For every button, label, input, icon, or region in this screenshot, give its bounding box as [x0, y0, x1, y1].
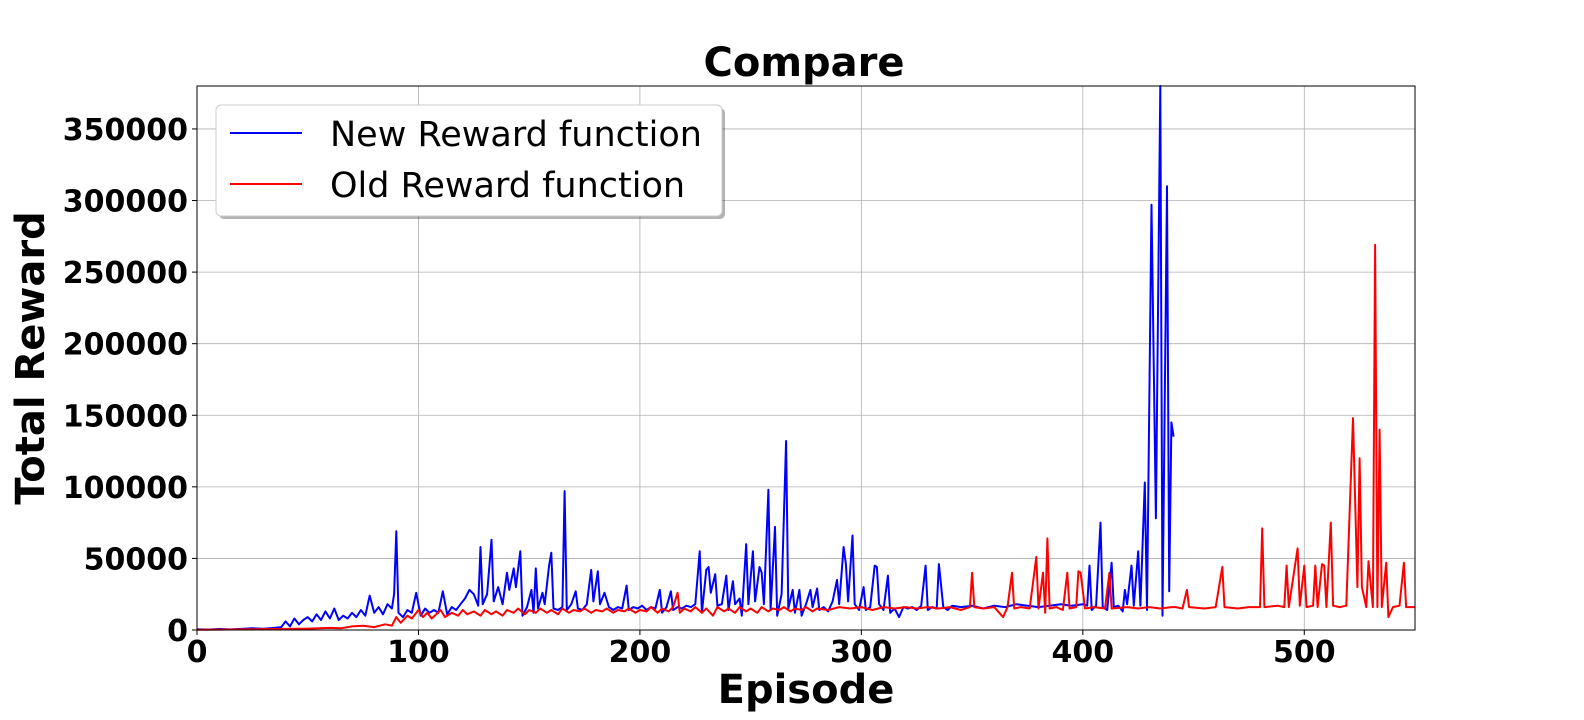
- y-axis-label: Total Reward: [8, 211, 54, 504]
- x-tick-label: 500: [1273, 635, 1336, 670]
- axis-ticks: 0 100 200 300 400 500 0 50000 100000 150000 200000…: [63, 113, 1336, 670]
- y-tick-label: 200000: [63, 328, 188, 363]
- chart-title: Compare: [704, 40, 905, 86]
- x-tick-label: 300: [830, 635, 893, 670]
- y-tick-label: 50000: [84, 542, 188, 577]
- y-tick-label: 0: [167, 614, 188, 649]
- x-tick-label: 200: [609, 635, 672, 670]
- y-tick-label: 100000: [63, 471, 188, 506]
- x-axis-label: Episode: [718, 667, 895, 713]
- y-tick-label: 250000: [63, 256, 188, 291]
- legend-label-old-reward: Old Reward function: [330, 166, 685, 206]
- plot-area-frame: [196, 85, 1416, 631]
- legend-box: [215, 104, 723, 217]
- legend-label-new-reward: New Reward function: [330, 115, 702, 155]
- x-tick-label: 400: [1052, 635, 1115, 670]
- x-tick-label: 0: [187, 635, 208, 670]
- legend: New Reward function Old Reward function: [215, 104, 725, 219]
- x-tick-label: 100: [387, 635, 450, 670]
- series-line-new-reward: [196, 85, 1175, 631]
- series-line-old-reward: [196, 243, 1415, 631]
- series-lines: [196, 85, 1415, 631]
- y-tick-label: 300000: [63, 185, 188, 220]
- y-tick-label: 350000: [63, 113, 188, 148]
- y-tick-label: 150000: [63, 399, 188, 434]
